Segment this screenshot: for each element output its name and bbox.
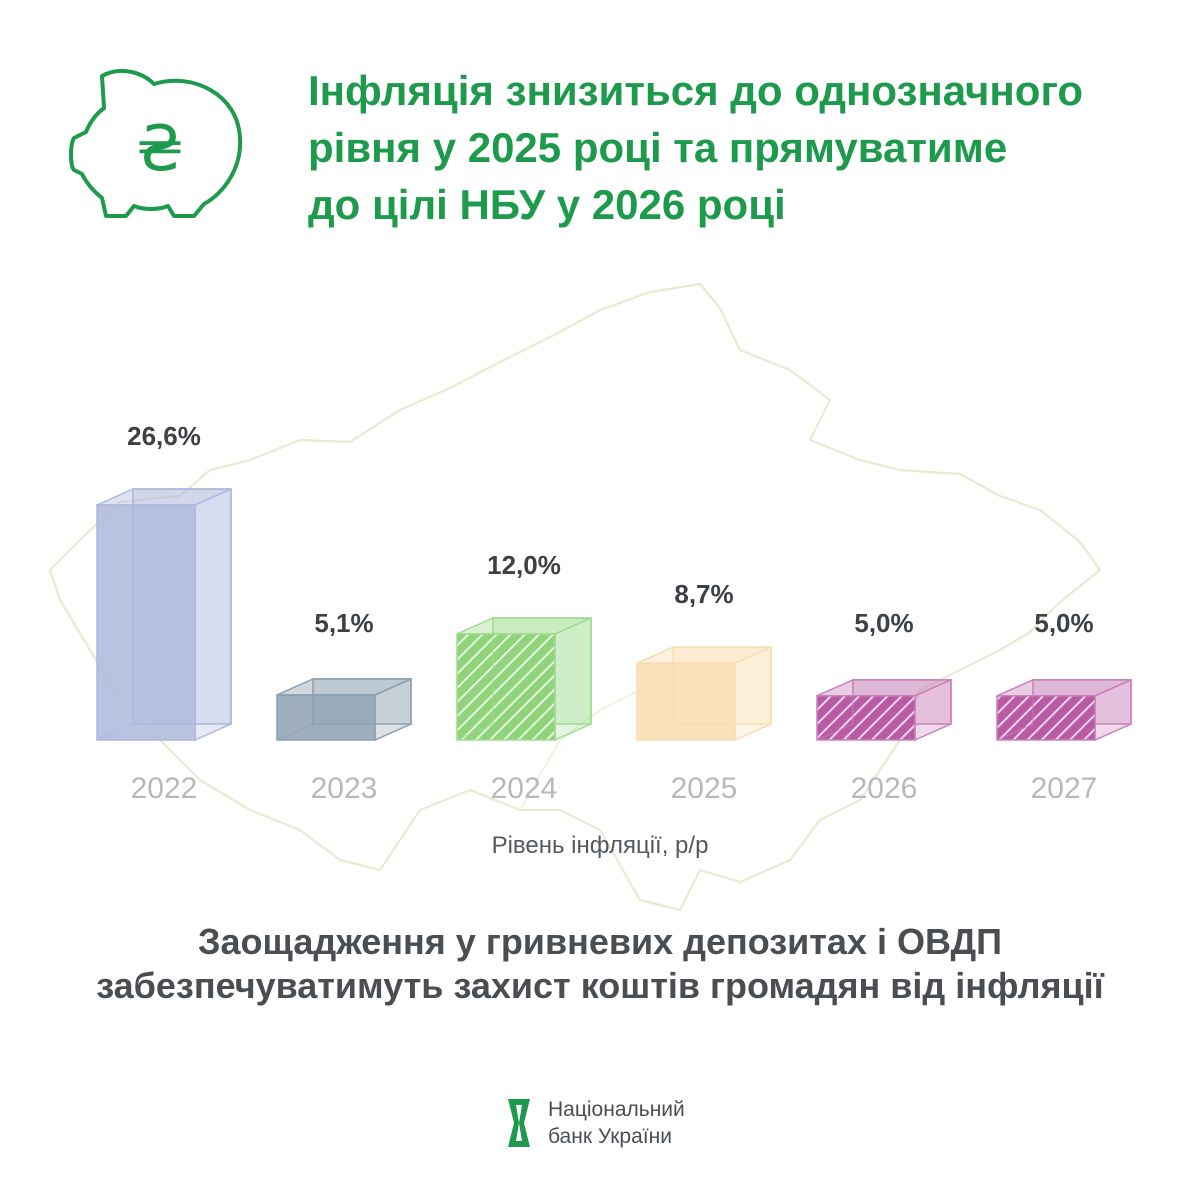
- bar-edge-2024: [456, 617, 494, 741]
- x-tick-2024: 2024: [491, 772, 558, 805]
- bar-side-2022: [194, 487, 232, 742]
- x-tick-2025: 2025: [671, 772, 738, 805]
- value-label-2027: 5,0%: [1034, 608, 1093, 638]
- value-label-2023: 5,1%: [314, 608, 373, 638]
- logo-line-2: банк України: [548, 1125, 672, 1148]
- title-line-3: до цілі НБУ у 2026 році: [308, 181, 786, 228]
- ukraine-map-outline: [48, 282, 1102, 912]
- footer-line-1: Заощадження у гривневих депозитах і ОВДП: [197, 921, 1003, 962]
- bar-edge-2025: [636, 647, 674, 741]
- title-line-2: рівня у 2025 році та прямуватиме: [308, 124, 1008, 171]
- bar-2025: [636, 662, 736, 741]
- page-title: Інфляція знизиться до однозначного рівня…: [308, 62, 1168, 233]
- x-axis-title: Рівень інфляції, р/р: [491, 832, 709, 859]
- nbu-logo-text: Національний банк України: [548, 1096, 685, 1150]
- title-line-1: Інфляція знизиться до однозначного: [308, 67, 1084, 114]
- x-tick-2026: 2026: [851, 772, 918, 805]
- svg-text:₴: ₴: [136, 112, 184, 185]
- footer-line-2: забезпечуватимуть захист коштів громадян…: [96, 965, 1104, 1006]
- x-tick-2023: 2023: [311, 772, 378, 805]
- bar-edge-2027: [996, 679, 1034, 741]
- value-label-2026: 5,0%: [854, 608, 913, 638]
- bar-edge-2026: [816, 679, 854, 741]
- value-label-2024: 12,0%: [487, 550, 561, 580]
- bar-2024: [456, 633, 556, 741]
- inflation-bar-chart: 26,6% 2022 5,1% 2023 12,0% 2024 8,7% 2025 5,0% 20…: [96, 421, 1132, 805]
- value-label-2025: 8,7%: [674, 579, 733, 609]
- bar-edge-2023: [276, 678, 314, 741]
- x-tick-2022: 2022: [131, 772, 198, 805]
- footer-message: Заощадження у гривневих депозитах і ОВДП…: [40, 920, 1160, 1008]
- bar-edge-2022: [96, 489, 134, 741]
- value-label-2022: 26,6%: [127, 421, 201, 451]
- logo-line-1: Національний: [548, 1098, 685, 1121]
- bar-2022: [96, 504, 196, 741]
- x-tick-2027: 2027: [1031, 772, 1098, 805]
- bar-side-2024: [554, 616, 592, 742]
- piggy-bank-hryvnia-icon: ₴: [69, 68, 243, 218]
- nbu-logo-icon: [508, 1099, 530, 1147]
